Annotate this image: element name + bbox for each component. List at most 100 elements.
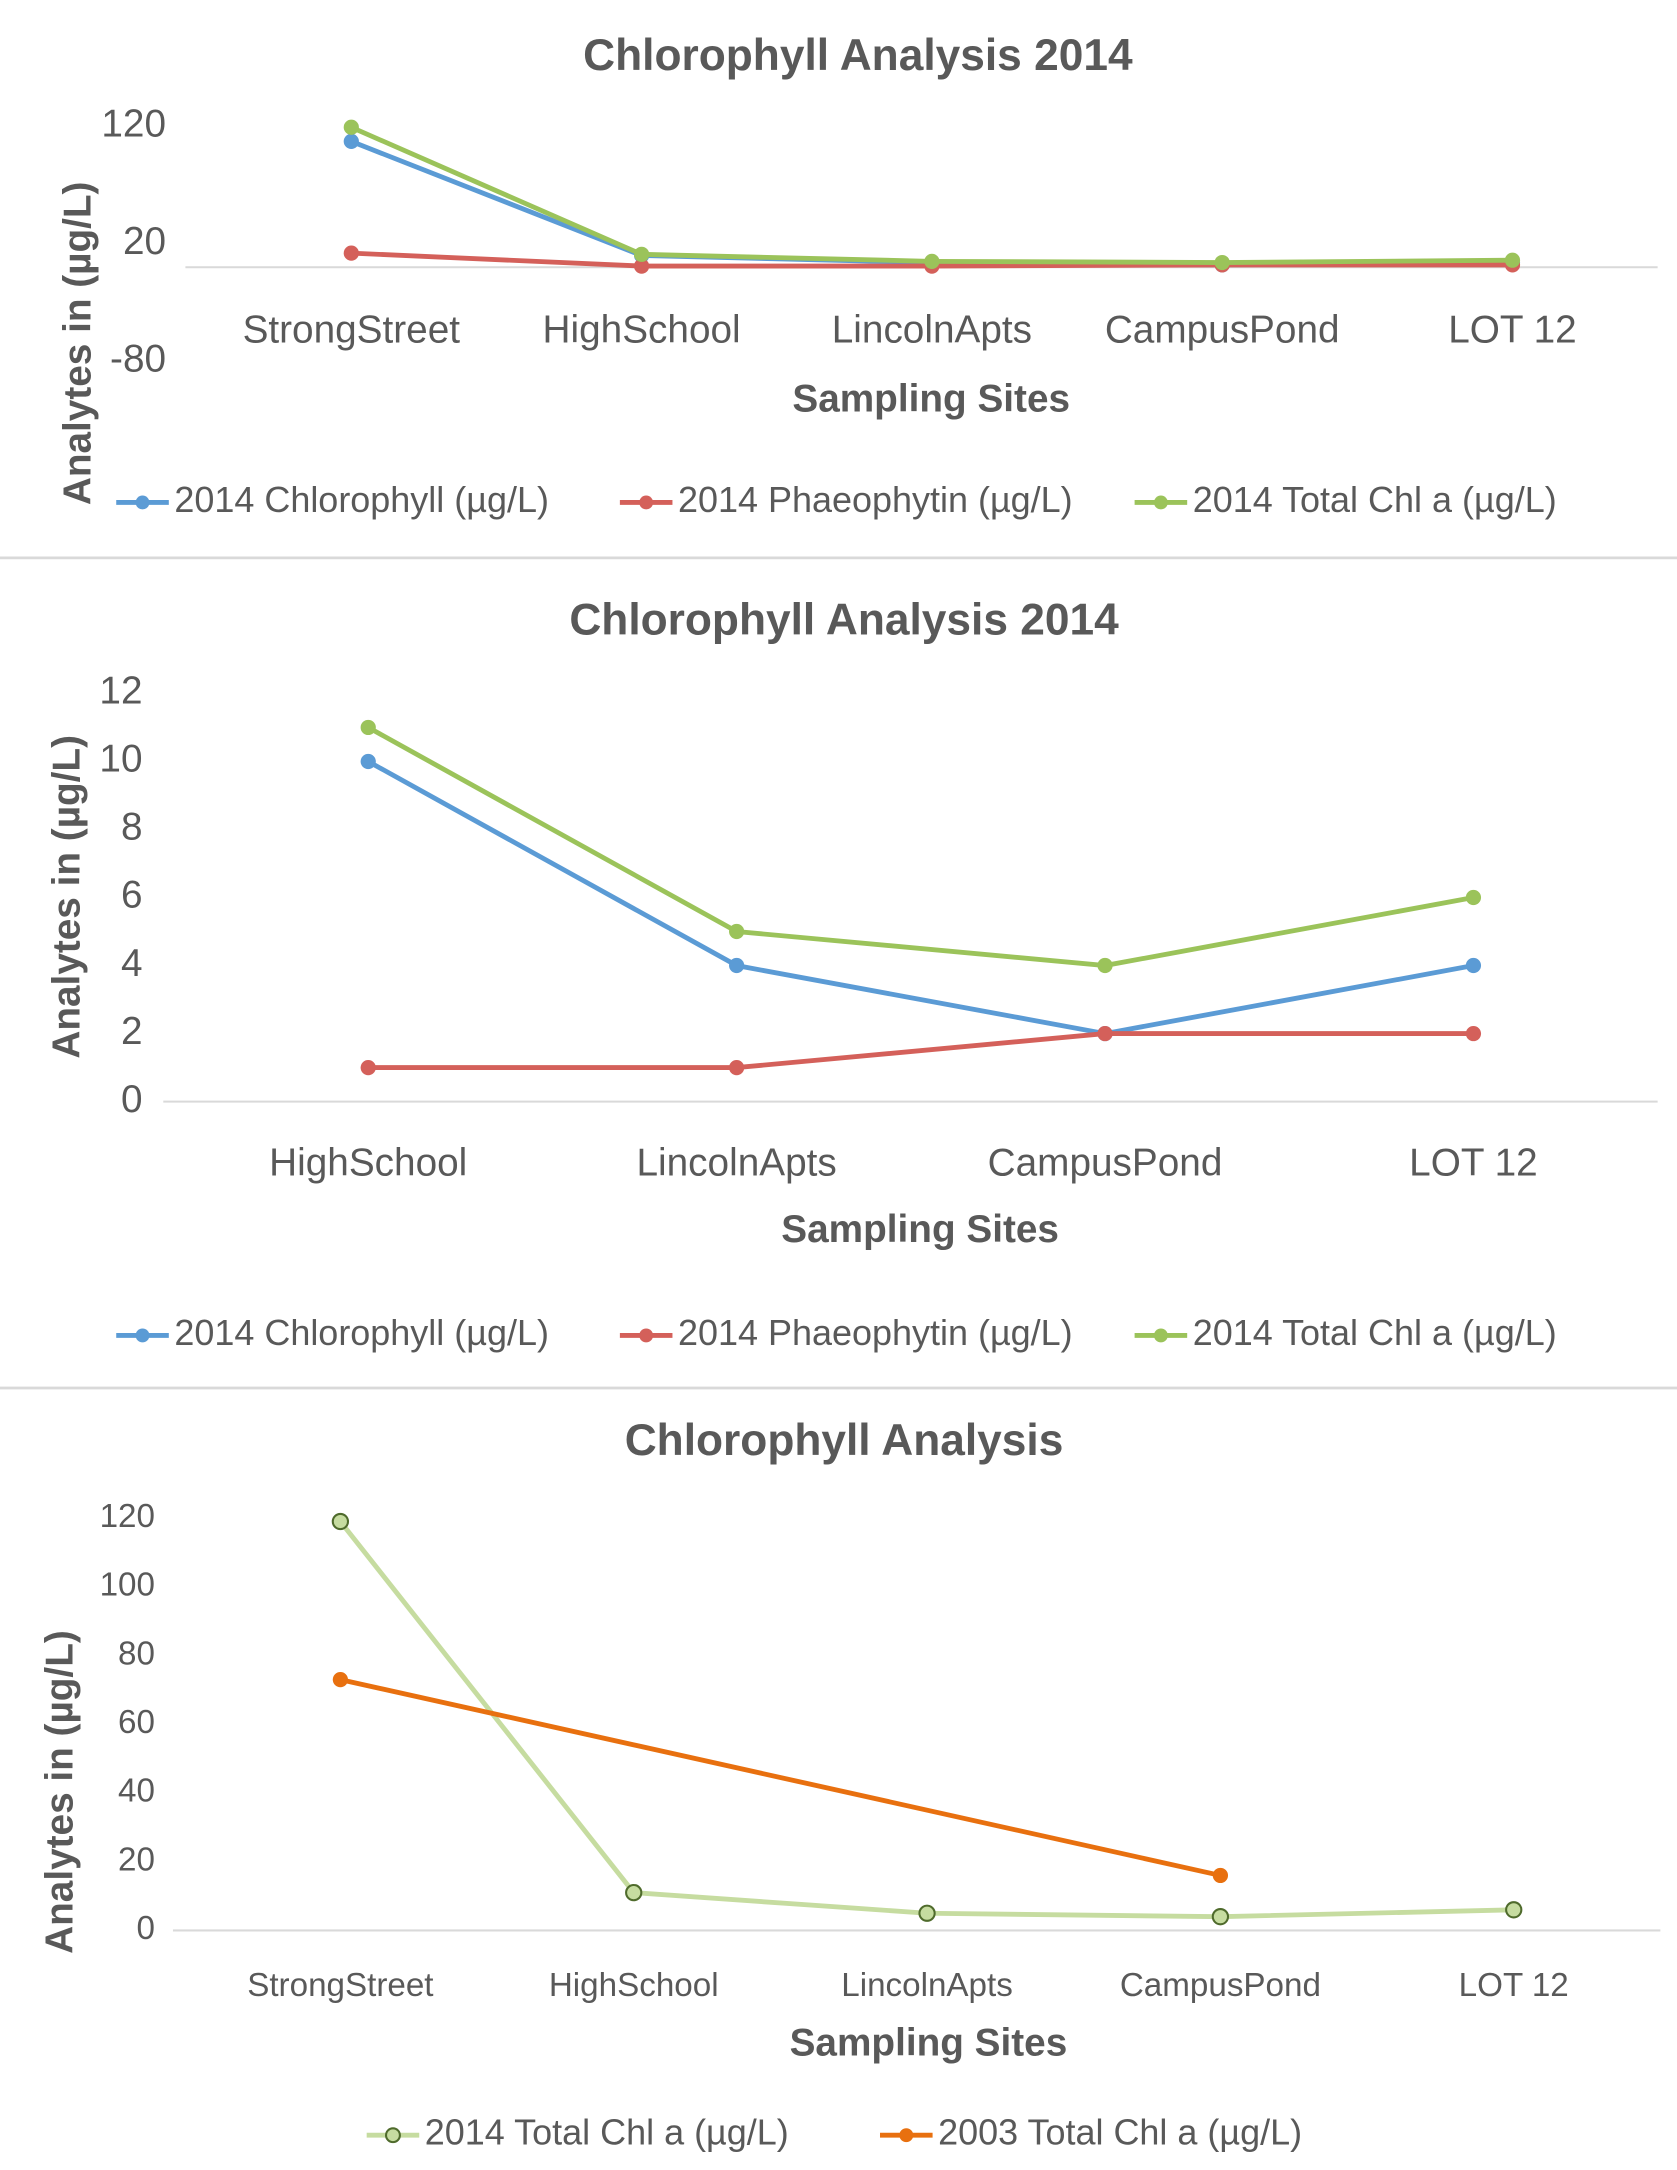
y-tick-label: 120 bbox=[100, 1498, 155, 1535]
x-tick-label: LincolnApts bbox=[841, 1967, 1013, 2004]
y-tick-label: 60 bbox=[118, 1704, 155, 1741]
data-point bbox=[1211, 1908, 1230, 1926]
chart: Chlorophyll Analysis 2014 Sampling Sites A… bbox=[56, 31, 1658, 520]
series-line bbox=[367, 725, 1474, 968]
series bbox=[332, 1671, 1229, 1884]
data-point bbox=[331, 1512, 350, 1531]
data-point bbox=[625, 1883, 643, 1902]
x-tick-label: LOT 12 bbox=[1409, 1141, 1537, 1184]
data-point bbox=[1504, 252, 1521, 268]
y-tick-label: 8 bbox=[121, 806, 143, 849]
data-point bbox=[360, 753, 376, 770]
y-tick-label: 4 bbox=[121, 942, 143, 985]
legend-marker bbox=[899, 2128, 914, 2143]
legend-item: 2014 Chlorophyll (µg/L) bbox=[116, 1312, 549, 1353]
chart: Chlorophyll Analysis 2014 Sampling Sites A… bbox=[45, 596, 1658, 1353]
x-tick-label: LOT 12 bbox=[1459, 1967, 1569, 2004]
y-tick-label: 40 bbox=[118, 1773, 155, 1810]
series bbox=[331, 1512, 1523, 1926]
x-axis-title: Sampling Sites bbox=[781, 1208, 1059, 1251]
data-point bbox=[918, 1904, 936, 1922]
x-tick-label: HighSchool bbox=[549, 1967, 719, 2004]
legend-label: 2014 Total Chl a (µg/L) bbox=[1193, 479, 1557, 520]
data-point bbox=[343, 133, 359, 150]
x-tick-label: LincolnApts bbox=[832, 309, 1032, 352]
y-tick-label: 20 bbox=[123, 220, 166, 263]
x-tick-label: CampusPond bbox=[1105, 309, 1340, 352]
series bbox=[360, 753, 1482, 1042]
data-point bbox=[343, 245, 359, 261]
legend-label: 2014 Phaeophytin (µg/L) bbox=[678, 479, 1073, 520]
series-line bbox=[350, 125, 1513, 265]
y-tick-label: 2 bbox=[121, 1010, 143, 1053]
data-point bbox=[1097, 957, 1113, 974]
x-tick-label: CampusPond bbox=[1120, 1967, 1321, 2004]
series-line bbox=[367, 759, 1474, 1037]
y-axis-title: Analytes in (µg/L) bbox=[56, 182, 99, 506]
x-axis-title: Sampling Sites bbox=[790, 2021, 1068, 2064]
legend-marker bbox=[135, 495, 150, 510]
legend-marker bbox=[639, 495, 654, 510]
chart-title: Chlorophyll Analysis 2014 bbox=[569, 596, 1119, 645]
x-tick-label: HighSchool bbox=[543, 309, 741, 352]
legend-item: 2014 Total Chl a (µg/L) bbox=[366, 2112, 789, 2153]
y-axis-title: Analytes in (µg/L) bbox=[45, 735, 88, 1059]
y-tick-label: 120 bbox=[101, 102, 166, 145]
legend-label: 2014 Phaeophytin (µg/L) bbox=[678, 1312, 1073, 1353]
x-tick-label: StrongStreet bbox=[247, 1967, 433, 2004]
legend-item: 2014 Chlorophyll (µg/L) bbox=[116, 479, 549, 520]
data-point bbox=[360, 1059, 376, 1076]
series bbox=[360, 719, 1482, 974]
legend-item: 2014 Total Chl a (µg/L) bbox=[1134, 479, 1557, 520]
data-point bbox=[633, 258, 650, 274]
x-tick-label: HighSchool bbox=[269, 1141, 467, 1184]
data-point bbox=[1214, 254, 1230, 271]
data-point bbox=[332, 1671, 348, 1688]
legend-item: 2014 Phaeophytin (µg/L) bbox=[619, 479, 1073, 520]
chart-title: Chlorophyll Analysis bbox=[625, 1416, 1064, 1465]
data-point bbox=[343, 119, 359, 135]
legend-marker bbox=[385, 2127, 401, 2144]
series bbox=[360, 1025, 1482, 1076]
data-point bbox=[729, 923, 745, 940]
data-point bbox=[360, 719, 376, 736]
data-point bbox=[729, 957, 745, 974]
y-tick-label: 80 bbox=[118, 1635, 155, 1672]
legend-label: 2003 Total Chl a (µg/L) bbox=[938, 2112, 1302, 2153]
data-point bbox=[1212, 1867, 1229, 1884]
y-tick-label: 20 bbox=[118, 1841, 155, 1878]
y-tick-label: 6 bbox=[121, 874, 143, 917]
data-point bbox=[1465, 957, 1482, 974]
legend-marker bbox=[1153, 495, 1168, 510]
y-tick-label: 100 bbox=[100, 1567, 155, 1604]
chart-title: Chlorophyll Analysis 2014 bbox=[583, 31, 1133, 80]
data-point bbox=[1505, 1901, 1523, 1919]
legend-label: 2014 Chlorophyll (µg/L) bbox=[174, 479, 549, 520]
data-point bbox=[1097, 1025, 1113, 1042]
y-tick-label: 0 bbox=[137, 1910, 155, 1947]
series-line bbox=[368, 1031, 1474, 1071]
legend-label: 2014 Total Chl a (µg/L) bbox=[1193, 1312, 1557, 1353]
data-point bbox=[633, 246, 650, 262]
data-point bbox=[1465, 1025, 1482, 1042]
legend-item: 2014 Phaeophytin (µg/L) bbox=[619, 1312, 1073, 1353]
gap-connector bbox=[339, 1677, 1221, 1878]
legend-item: 2014 Total Chl a (µg/L) bbox=[1134, 1312, 1557, 1353]
legend-marker bbox=[1153, 1328, 1168, 1343]
x-tick-label: StrongStreet bbox=[243, 309, 461, 352]
x-axis-title: Sampling Sites bbox=[792, 378, 1070, 421]
y-tick-label: -80 bbox=[110, 338, 166, 381]
x-tick-label: LOT 12 bbox=[1448, 309, 1576, 352]
y-axis-title: Analytes in (µg/L) bbox=[38, 1630, 81, 1954]
data-point bbox=[729, 1059, 745, 1076]
legend-label: 2014 Chlorophyll (µg/L) bbox=[174, 1312, 549, 1353]
legend-marker bbox=[135, 1328, 150, 1343]
series bbox=[343, 119, 1521, 271]
y-tick-label: 0 bbox=[121, 1078, 143, 1121]
data-point bbox=[1465, 889, 1482, 906]
y-tick-label: 10 bbox=[99, 738, 142, 781]
legend-item: 2003 Total Chl a (µg/L) bbox=[880, 2112, 1302, 2153]
data-point bbox=[924, 253, 940, 269]
chart: Chlorophyll Analysis Sampling Sites Analyt… bbox=[38, 1416, 1661, 2153]
